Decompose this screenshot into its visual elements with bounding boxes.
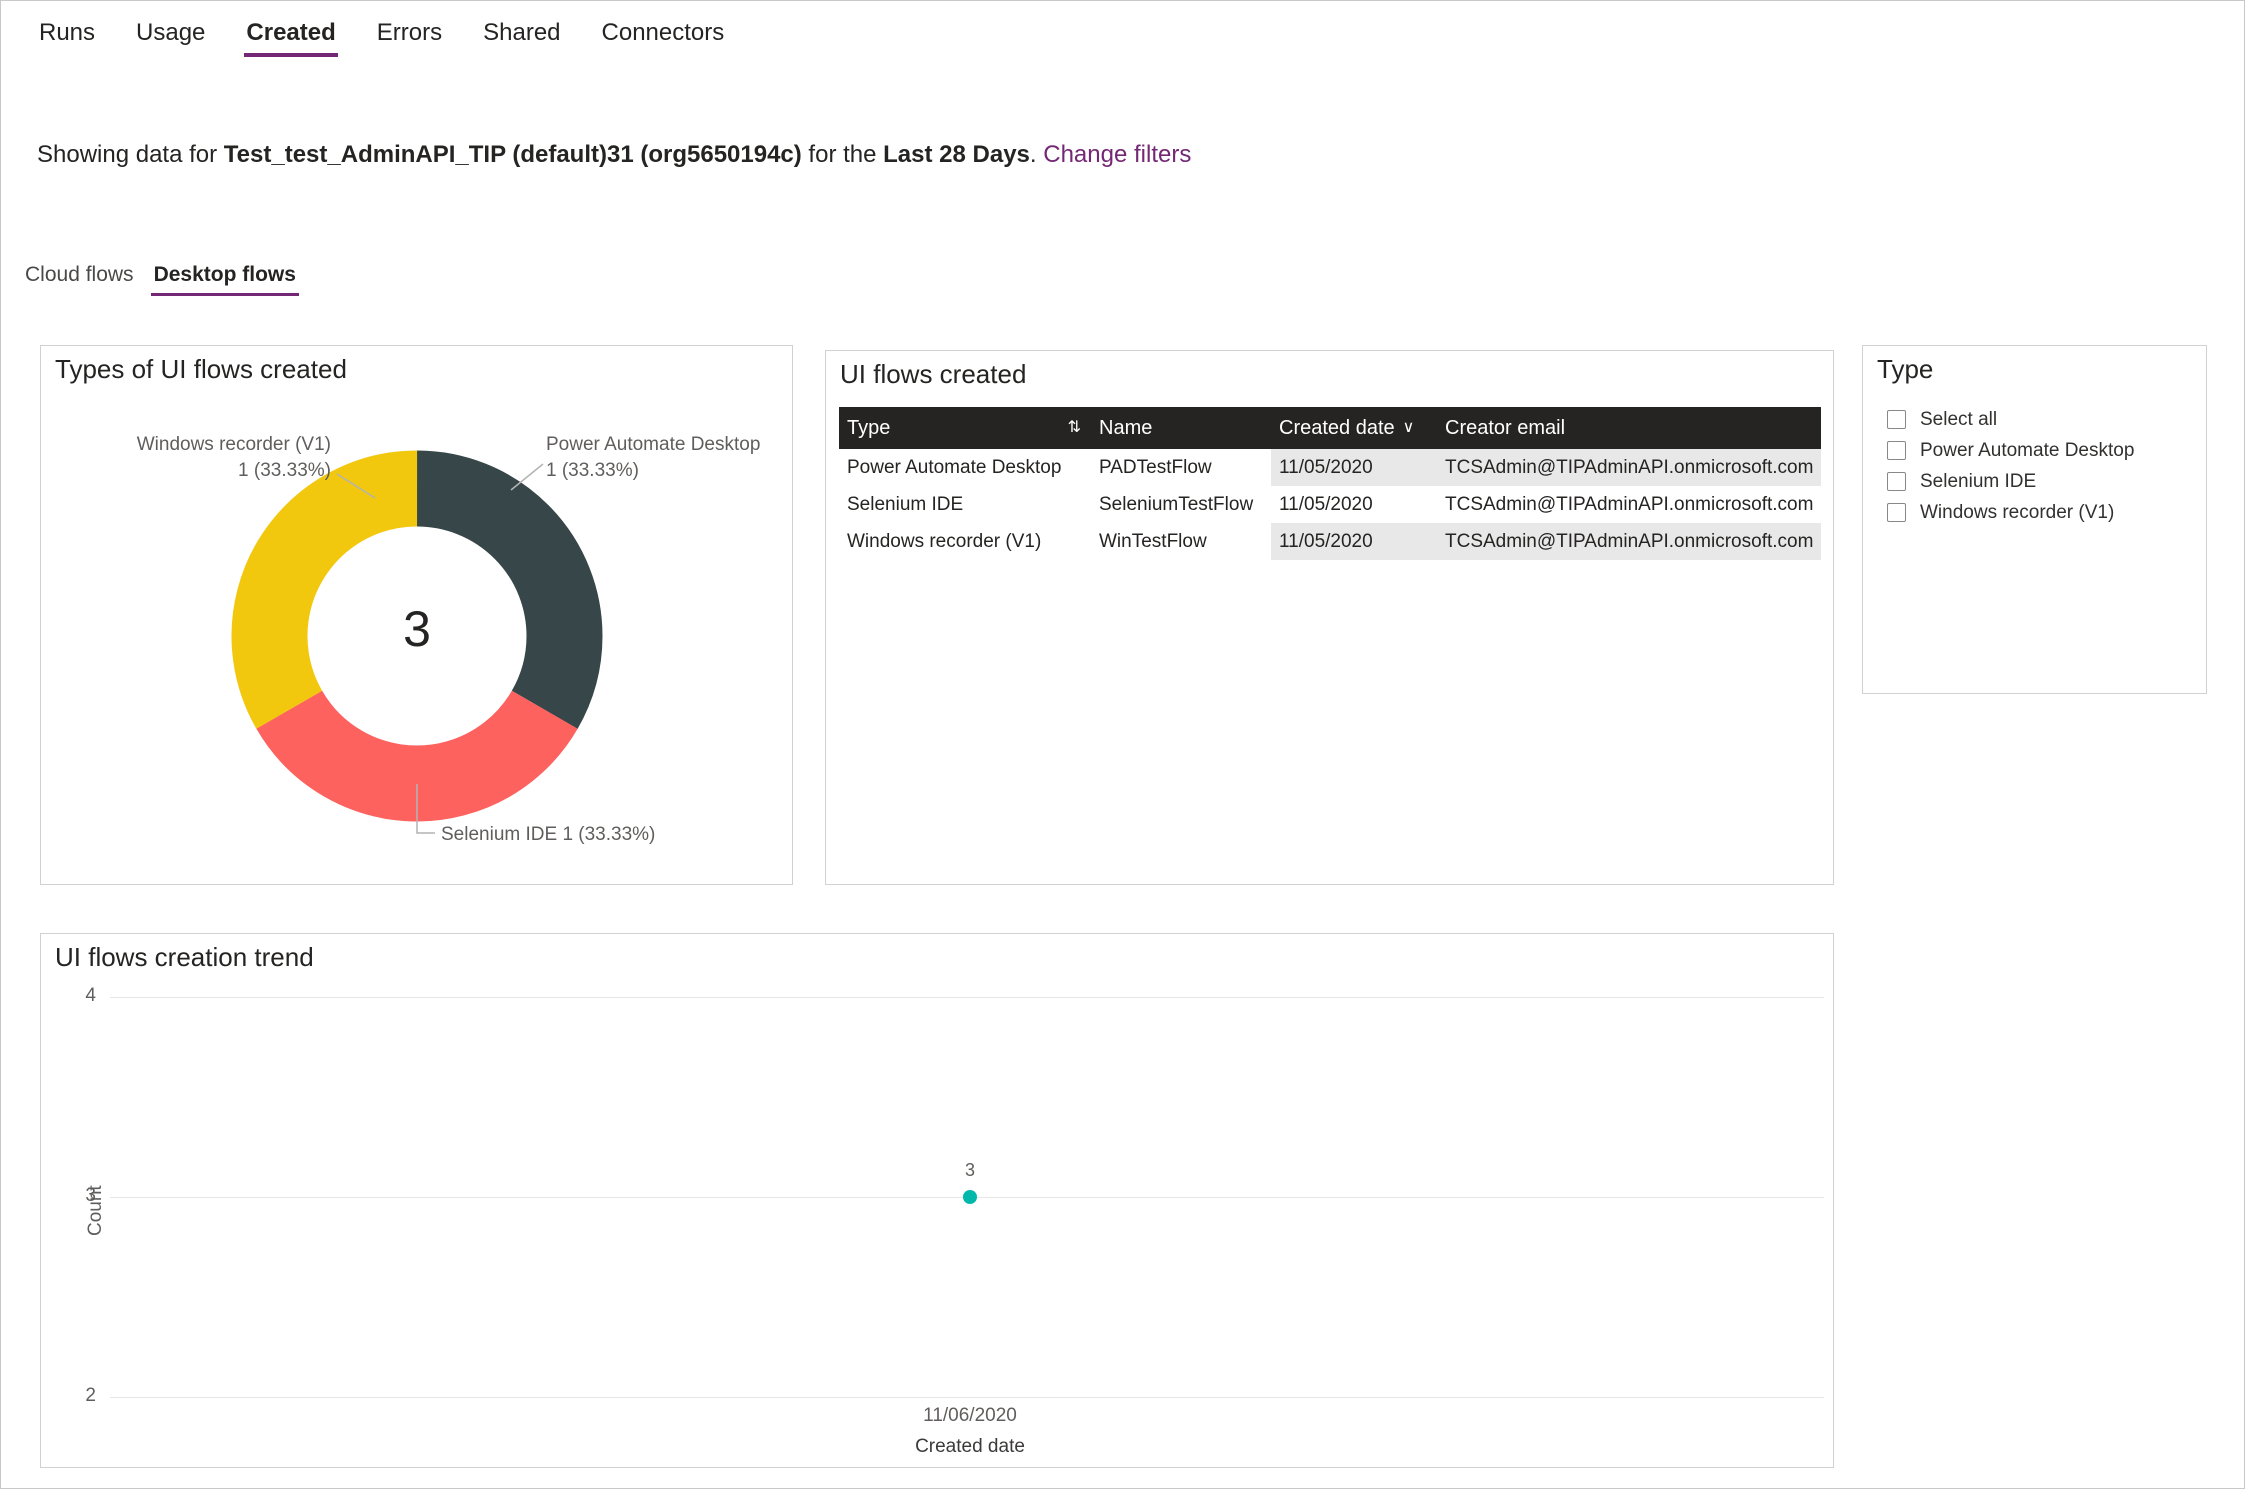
checkbox-windows-recorder[interactable] <box>1887 503 1906 522</box>
cell-type: Selenium IDE <box>847 493 964 515</box>
callout-label: Windows recorder (V1) <box>136 434 331 455</box>
sort-desc-icon[interactable]: ∨ <box>1402 419 1415 436</box>
x-axis-label: Created date <box>915 1436 1025 1457</box>
type-filter-panel: Type Select all Power Automate Desktop S… <box>1862 345 2207 694</box>
callout-leader-right <box>510 463 544 491</box>
filter-option-label: Windows recorder (V1) <box>1920 501 2115 523</box>
tab-created[interactable]: Created <box>244 13 338 57</box>
filter-option-select-all[interactable]: Select all <box>1887 404 2134 435</box>
filter-option-label: Select all <box>1920 408 1998 430</box>
filter-connector: for the <box>801 141 884 168</box>
cell-name: SeleniumTestFlow <box>1099 493 1254 515</box>
donut-slice-windows-recorder[interactable] <box>216 435 619 838</box>
callout-label: Power Automate Desktop <box>546 434 761 455</box>
callout-leader-left <box>336 473 376 499</box>
table-row[interactable]: Windows recorder (V1) WinTestFlow 11/05/… <box>839 523 1821 560</box>
x-axis-tick: 11/06/2020 <box>923 1405 1017 1426</box>
cell-creator-email: TCSAdmin@TIPAdminAPI.onmicrosoft.com <box>1445 493 1814 515</box>
cell-type: Windows recorder (V1) <box>847 530 1042 552</box>
tab-desktop-flows[interactable]: Desktop flows <box>150 259 299 296</box>
filter-summary: Showing data for Test_test_AdminAPI_TIP … <box>37 141 1191 169</box>
cell-created-date: 11/05/2020 <box>1271 449 1437 486</box>
callout-leader-bottom <box>416 784 435 834</box>
tab-cloud-flows[interactable]: Cloud flows <box>25 263 134 286</box>
table-body: Power Automate Desktop PADTestFlow 11/05… <box>839 449 1821 560</box>
filter-option-windows-recorder[interactable]: Windows recorder (V1) <box>1887 497 2134 528</box>
data-point-label: 3 <box>964 1160 975 1180</box>
filter-period-suffix: . <box>1029 141 1044 168</box>
y-axis-tick: 4 <box>85 985 96 1006</box>
table-row[interactable]: Selenium IDE SeleniumTestFlow 11/05/2020… <box>839 486 1821 523</box>
type-filter-title: Type <box>1877 354 1934 384</box>
ui-flows-table: Type ⇅ Name Created date ∨ Creator email… <box>839 407 1821 560</box>
trend-panel-title: UI flows creation trend <box>55 942 314 972</box>
checkbox-power-automate-desktop[interactable] <box>1887 441 1906 460</box>
column-header-name[interactable]: Name <box>1099 416 1153 439</box>
sort-both-icon[interactable]: ⇅ <box>1067 419 1081 436</box>
column-header-created-date-label: Created date <box>1279 416 1395 439</box>
donut-panel-title: Types of UI flows created <box>55 354 347 384</box>
column-header-type[interactable]: Type ⇅ <box>839 417 1091 440</box>
cell-type: Power Automate Desktop <box>847 456 1062 478</box>
donut-slice-selenium-ide[interactable] <box>216 435 619 838</box>
type-filter-options: Select all Power Automate Desktop Seleni… <box>1887 404 2134 528</box>
table-panel-title: UI flows created <box>840 359 1027 389</box>
cell-creator-email: TCSAdmin@TIPAdminAPI.onmicrosoft.com <box>1437 449 1821 486</box>
donut-callout-selenium-ide: Selenium IDE 1 (33.33%) <box>441 824 656 845</box>
trend-data-point[interactable] <box>963 1190 977 1204</box>
types-of-ui-flows-panel: Types of UI flows created Windows record… <box>40 345 793 885</box>
cell-created-date: 11/05/2020 <box>1279 493 1373 515</box>
ui-flows-creation-trend-panel: UI flows creation trend 4 3 2 Count 3 11… <box>40 933 1834 1468</box>
ui-flows-created-panel: UI flows created Type ⇅ Name Created dat… <box>825 350 1834 885</box>
donut-callout-power-automate-desktop: Power Automate Desktop 1 (33.33%) <box>546 432 760 483</box>
cell-name: WinTestFlow <box>1099 530 1207 552</box>
y-axis-label: Count <box>85 1185 106 1236</box>
donut-chart <box>216 435 619 838</box>
tab-errors[interactable]: Errors <box>376 19 443 46</box>
change-filters-link[interactable]: Change filters <box>1043 141 1192 168</box>
filter-option-selenium-ide[interactable]: Selenium IDE <box>1887 466 2134 497</box>
column-header-created-date[interactable]: Created date ∨ <box>1271 417 1437 440</box>
checkbox-select-all[interactable] <box>1887 410 1906 429</box>
filter-option-power-automate-desktop[interactable]: Power Automate Desktop <box>1887 435 2134 466</box>
tab-shared[interactable]: Shared <box>483 19 561 46</box>
gridline <box>110 1397 1824 1398</box>
table-header-row: Type ⇅ Name Created date ∨ Creator email <box>839 407 1821 449</box>
flow-type-tab-bar: Cloud flows Desktop flows <box>22 259 299 296</box>
tab-connectors[interactable]: Connectors <box>601 19 725 46</box>
callout-value: 1 (33.33%) <box>546 459 639 481</box>
column-header-creator-email[interactable]: Creator email <box>1445 416 1566 439</box>
tab-usage[interactable]: Usage <box>136 19 206 46</box>
y-axis-tick: 3 <box>85 1185 96 1206</box>
top-tab-bar: Runs Usage Created Errors Shared Connect… <box>37 13 726 57</box>
tab-runs[interactable]: Runs <box>39 19 96 46</box>
cell-creator-email: TCSAdmin@TIPAdminAPI.onmicrosoft.com <box>1437 523 1821 560</box>
checkbox-selenium-ide[interactable] <box>1887 472 1906 491</box>
table-row[interactable]: Power Automate Desktop PADTestFlow 11/05… <box>839 449 1821 486</box>
column-header-type-label: Type <box>847 416 891 439</box>
cell-created-date: 11/05/2020 <box>1271 523 1437 560</box>
environment-name: Test_test_AdminAPI_TIP (default)31 (org5… <box>223 141 802 168</box>
gridline <box>110 997 1824 998</box>
filter-prefix: Showing data for <box>37 141 224 168</box>
cell-name: PADTestFlow <box>1099 456 1212 478</box>
filter-option-label: Power Automate Desktop <box>1920 439 2135 461</box>
donut-total-count: 3 <box>403 601 431 657</box>
donut-callout-windows-recorder: Windows recorder (V1) 1 (33.33%) <box>137 432 331 483</box>
filter-period: Last 28 Days <box>883 141 1030 168</box>
filter-option-label: Selenium IDE <box>1920 470 2037 492</box>
callout-value: 1 (33.33%) <box>238 459 331 481</box>
y-axis-tick: 2 <box>85 1385 96 1406</box>
